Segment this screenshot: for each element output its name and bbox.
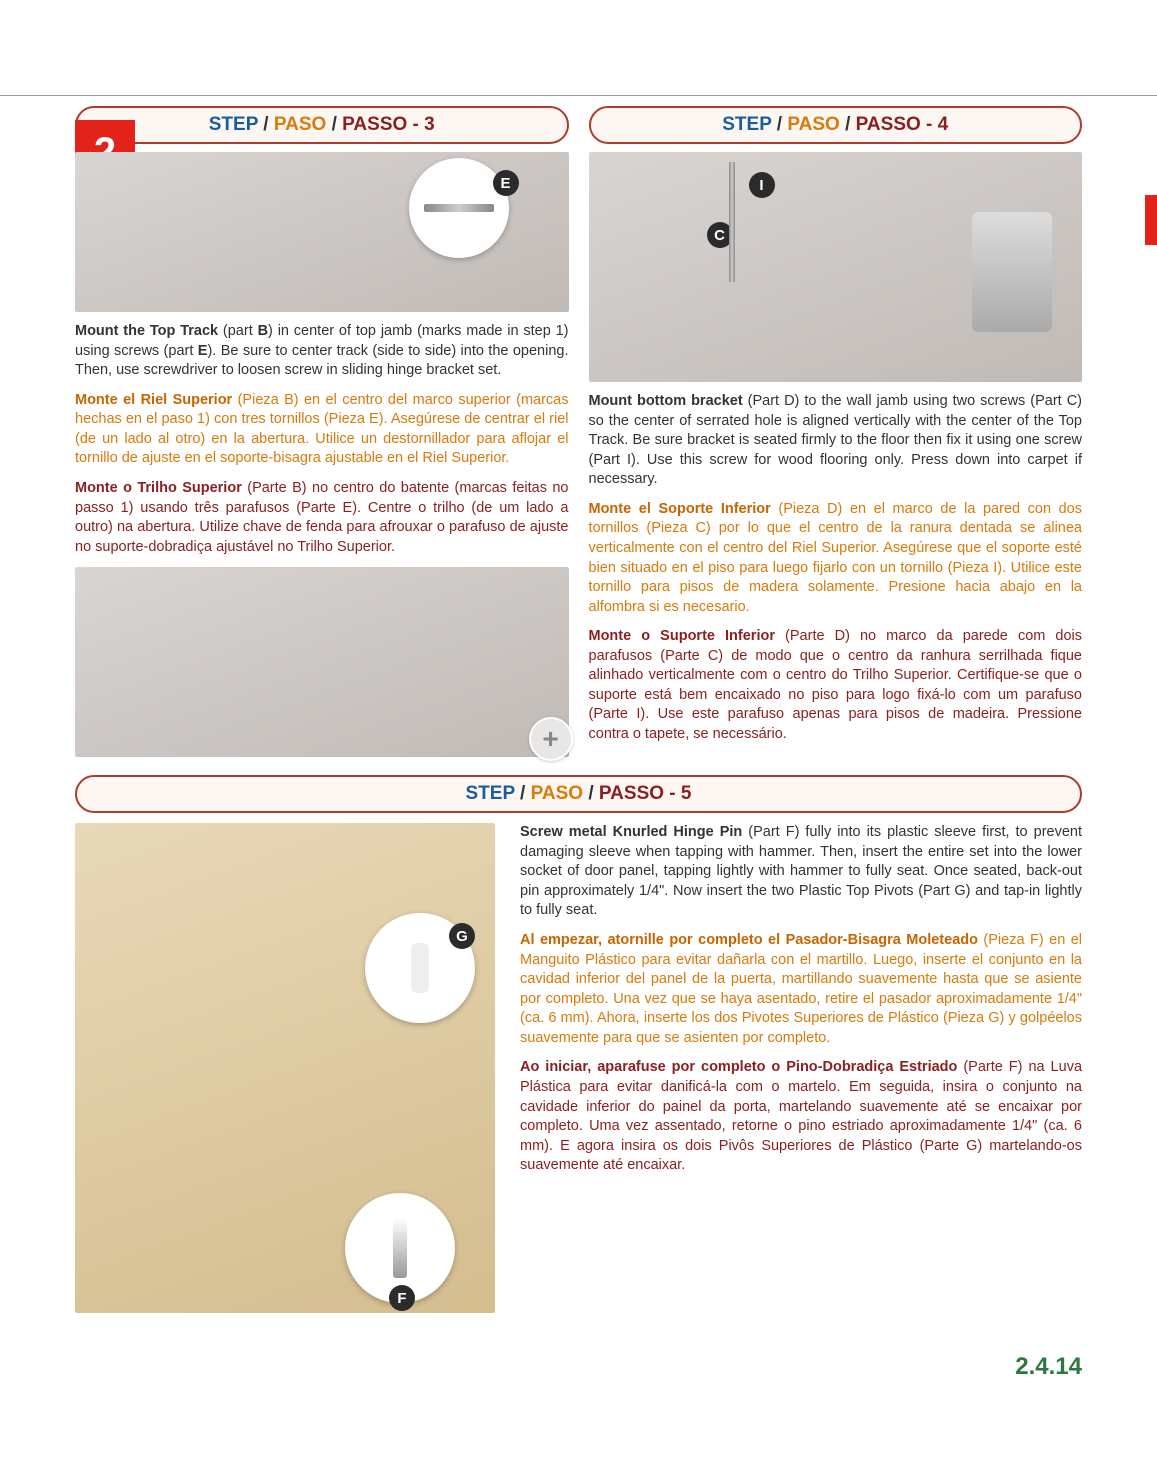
step-3-figure-top: E: [75, 152, 569, 312]
part-label-g: G: [449, 923, 475, 949]
screw-icon: [424, 204, 494, 212]
pivot-icon: [411, 943, 429, 993]
step-3-text-pt: Monte o Trilho Superior (Parte B) no cen…: [75, 479, 569, 557]
footer-page-number: 2.4.14: [0, 1333, 1157, 1411]
screw-callout: [409, 158, 509, 258]
step-3-num: 3: [424, 114, 435, 135]
step-5-text-es: Al empezar, atornille por completo el Pa…: [520, 931, 1082, 1048]
step-3-figure-bottom: +: [75, 567, 569, 757]
step-4-figure: I C: [589, 152, 1083, 382]
step-4-text-es: Monte el Soporte Inferior (Pieza D) en e…: [589, 500, 1083, 617]
step-5-row: G F Screw metal Knurled Hinge Pin (Part …: [75, 823, 1082, 1313]
step-5-text: Screw metal Knurled Hinge Pin (Part F) f…: [520, 823, 1082, 1313]
step-5-num: 5: [681, 783, 692, 804]
step-5-text-en: Screw metal Knurled Hinge Pin (Part F) f…: [520, 823, 1082, 921]
step-3-header: STEP / PASO / PASSO - 3: [75, 106, 569, 144]
step-5-figure: G F: [75, 823, 495, 1313]
content: STEP / PASO / PASSO - 3 E Mount the Top …: [0, 96, 1157, 1333]
steps-3-4-row: STEP / PASO / PASSO - 3 E Mount the Top …: [75, 106, 1082, 757]
step-label-en: STEP: [209, 114, 258, 135]
pin-icon: [393, 1218, 407, 1278]
part-label-f: F: [389, 1285, 415, 1311]
step-4-num: 4: [938, 114, 949, 135]
step-3-text-es: Monte el Riel Superior (Pieza B) en el c…: [75, 391, 569, 469]
edge-tab: [1145, 195, 1157, 245]
step-4: STEP / PASO / PASSO - 4 I C Mount bottom…: [589, 106, 1083, 757]
step-5-text-pt: Ao iniciar, aparafuse por completo o Pin…: [520, 1058, 1082, 1175]
vertical-screw-icon: [729, 162, 735, 282]
step-4-header: STEP / PASO / PASSO - 4: [589, 106, 1083, 144]
step-5-header: STEP / PASO / PASSO - 5: [75, 775, 1082, 813]
step-label-pt: PASSO: [342, 114, 407, 135]
step-4-text-en: Mount bottom bracket (Part D) to the wal…: [589, 392, 1083, 490]
step-4-text-pt: Monte o Suporte Inferior (Parte D) no ma…: [589, 627, 1083, 744]
plus-icon: +: [529, 717, 573, 761]
bracket-icon: [972, 212, 1052, 332]
step-label-es: PASO: [274, 114, 326, 135]
part-label-i: I: [749, 172, 775, 198]
step-3: STEP / PASO / PASSO - 3 E Mount the Top …: [75, 106, 569, 757]
step-3-text-en: Mount the Top Track (part B) in center o…: [75, 322, 569, 381]
part-label-e: E: [493, 170, 519, 196]
